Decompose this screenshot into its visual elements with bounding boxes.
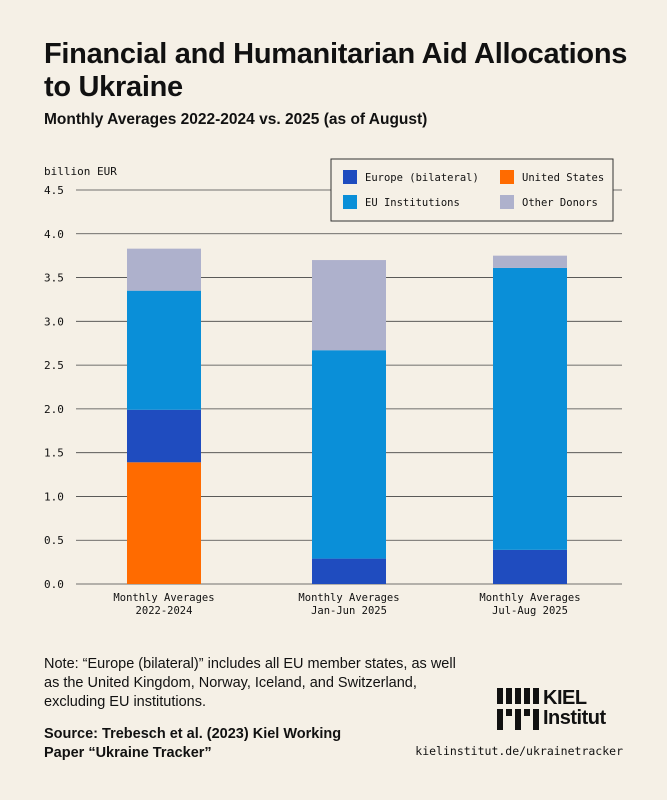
y-tick-label: 2.5 xyxy=(44,359,64,372)
legend: Europe (bilateral) United States EU Instit… xyxy=(330,158,614,222)
legend-box xyxy=(330,158,614,222)
x-tick-label: 2022-2024 xyxy=(136,605,193,617)
website-url[interactable]: kielinstitut.de/ukrainetracker xyxy=(415,744,623,758)
bar-segment-eu-institutions[interactable] xyxy=(312,350,386,559)
x-tick-label: Jul-Aug 2025 xyxy=(492,605,568,617)
bar-segment-europe-bilateral[interactable] xyxy=(127,409,201,463)
y-tick-label: 1.0 xyxy=(44,490,64,503)
bar-segment-united-states[interactable] xyxy=(127,462,201,584)
legend-label: EU Institutions xyxy=(365,197,460,209)
bars xyxy=(127,248,567,584)
y-tick-label: 0.5 xyxy=(44,534,64,547)
x-tick-label: Monthly Averages xyxy=(298,592,399,604)
chart-subtitle: Monthly Averages 2022-2024 vs. 2025 (as … xyxy=(44,111,428,128)
x-tick-label: Monthly Averages xyxy=(479,592,580,604)
legend-swatch xyxy=(343,195,357,209)
legend-label: United States xyxy=(522,172,604,184)
bar-segment-eu-institutions[interactable] xyxy=(493,267,567,550)
legend-label: Other Donors xyxy=(522,197,598,209)
y-tick-label: 3.5 xyxy=(44,272,64,285)
stacked-bar-chart: billion EUR 0.0 0.5 1.0 1.5 2.0 2.5 3.0 3.5 4.0 4… xyxy=(44,158,622,617)
logo-line-1: KIEL xyxy=(543,687,587,709)
y-tick-label: 3.0 xyxy=(44,315,64,328)
chart-title: Financial and Humanitarian Aid Allocatio… xyxy=(44,38,628,103)
y-tick-label: 1.5 xyxy=(44,447,64,460)
legend-swatch xyxy=(343,170,357,184)
y-tick-label: 4.5 xyxy=(44,184,64,197)
bar-segment-eu-institutions[interactable] xyxy=(127,290,201,410)
y-tick-label: 4.0 xyxy=(44,228,64,241)
bar-segment-europe-bilateral[interactable] xyxy=(312,558,386,584)
bar-segment-other-donors[interactable] xyxy=(493,255,567,268)
kiel-logo-mark-icon xyxy=(497,688,539,730)
bar-segment-other-donors[interactable] xyxy=(127,248,201,291)
legend-swatch xyxy=(500,195,514,209)
legend-swatch xyxy=(500,170,514,184)
bar-segment-other-donors[interactable] xyxy=(312,260,386,351)
bar-segment-europe-bilateral[interactable] xyxy=(493,549,567,584)
y-axis-label: billion EUR xyxy=(44,165,117,178)
footnote: Note: “Europe (bilateral)” includes all … xyxy=(44,656,456,710)
kiel-logo-text: KIEL Institut xyxy=(543,688,606,728)
x-tick-label: Jan-Jun 2025 xyxy=(311,605,387,617)
source-citation: Source: Trebesch et al. (2023) Kiel Work… xyxy=(44,726,342,761)
y-tick-label: 2.0 xyxy=(44,403,64,416)
x-tick-label: Monthly Averages xyxy=(113,592,214,604)
logo-line-2: Institut xyxy=(543,707,606,729)
legend-label: Europe (bilateral) xyxy=(365,172,479,184)
y-tick-label: 0.0 xyxy=(44,578,64,591)
